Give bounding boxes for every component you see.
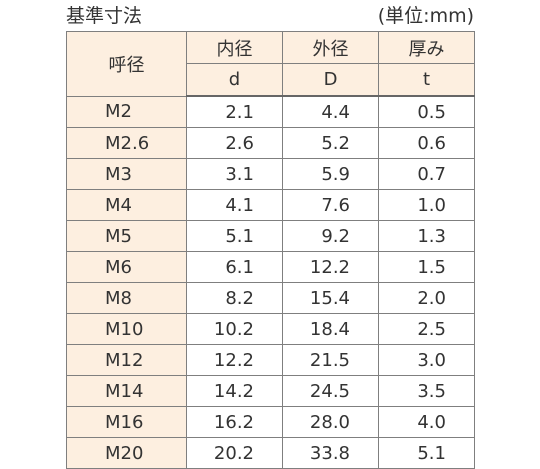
- nominal-size-cell: M10: [66, 313, 187, 345]
- nominal-size-cell: M4: [66, 189, 187, 221]
- nominal-header: 呼径: [66, 31, 187, 97]
- inner-diameter-symbol: d: [186, 63, 283, 97]
- outer-diameter-cell: 18.4: [282, 313, 379, 345]
- inner-diameter-cell: 5.1: [186, 220, 283, 252]
- outer-diameter-cell: 21.5: [282, 344, 379, 376]
- symbol-row: d D t: [67, 63, 475, 97]
- inner-diameter-cell: 2.6: [186, 127, 283, 159]
- thickness-cell: 4.0: [378, 406, 475, 438]
- outer-diameter-cell: 9.2: [282, 220, 379, 252]
- inner-diameter-cell: 2.1: [186, 95, 283, 128]
- table-row: M2.6 2.6 5.2 0.6: [66, 127, 475, 159]
- table-row: M20 20.2 33.8 5.1: [66, 437, 475, 469]
- thickness-cell: 5.1: [378, 437, 475, 469]
- inner-diameter-cell: 8.2: [186, 282, 283, 314]
- outer-diameter-header: 外径: [282, 31, 379, 64]
- thickness-cell: 0.5: [378, 95, 475, 128]
- thickness-header: 厚み: [378, 31, 475, 64]
- table-row: M14 14.2 24.5 3.5: [66, 375, 475, 407]
- unit-note: (単位:mm): [377, 4, 474, 27]
- inner-diameter-cell: 6.1: [186, 251, 283, 283]
- outer-diameter-symbol: D: [282, 63, 379, 97]
- table-row: M16 16.2 28.0 4.0: [66, 406, 475, 438]
- outer-diameter-cell: 7.6: [282, 189, 379, 221]
- inner-diameter-cell: 20.2: [186, 437, 283, 469]
- header-row: 呼径 内径 外径 厚み: [66, 31, 475, 97]
- thickness-cell: 1.3: [378, 220, 475, 252]
- outer-diameter-cell: 5.2: [282, 127, 379, 159]
- nominal-size-cell: M3: [66, 158, 187, 190]
- inner-diameter-cell: 16.2: [186, 406, 283, 438]
- inner-diameter-cell: 12.2: [186, 344, 283, 376]
- thickness-cell: 1.5: [378, 251, 475, 283]
- outer-diameter-cell: 28.0: [282, 406, 379, 438]
- nominal-size-cell: M14: [66, 375, 187, 407]
- outer-diameter-cell: 5.9: [282, 158, 379, 190]
- table-title: 基準寸法: [66, 4, 143, 27]
- inner-diameter-cell: 4.1: [186, 189, 283, 221]
- outer-diameter-cell: 33.8: [282, 437, 379, 469]
- outer-diameter-cell: 15.4: [282, 282, 379, 314]
- outer-diameter-cell: 12.2: [282, 251, 379, 283]
- thickness-cell: 2.5: [378, 313, 475, 345]
- nominal-size-cell: M8: [66, 282, 187, 314]
- nominal-size-cell: M2.6: [66, 127, 187, 159]
- nominal-size-cell: M2: [66, 95, 187, 128]
- outer-diameter-cell: 24.5: [282, 375, 379, 407]
- thickness-cell: 3.0: [378, 344, 475, 376]
- table-row: M6 6.1 12.2 1.5: [66, 251, 475, 283]
- inner-diameter-header: 内径: [186, 31, 283, 64]
- table-row: M8 8.2 15.4 2.0: [66, 282, 475, 314]
- table-row: M12 12.2 21.5 3.0: [66, 344, 475, 376]
- thickness-symbol: t: [378, 63, 475, 97]
- nominal-size-cell: M20: [66, 437, 187, 469]
- table-row: M4 4.1 7.6 1.0: [66, 189, 475, 221]
- nominal-size-cell: M12: [66, 344, 187, 376]
- table-row: M3 3.1 5.9 0.7: [66, 158, 475, 190]
- table-body: M2 2.1 4.4 0.5 M2.6 2.6 5.2 0.6 M3 3.1 5.9 0.7 M4 4.1…: [66, 95, 475, 469]
- table-row: M2 2.1 4.4 0.5: [66, 95, 475, 128]
- outer-diameter-cell: 4.4: [282, 95, 379, 128]
- thickness-cell: 0.7: [378, 158, 475, 190]
- thickness-cell: 0.6: [378, 127, 475, 159]
- table-caption: 基準寸法 (単位:mm): [66, 0, 474, 28]
- table-row: M10 10.2 18.4 2.5: [66, 313, 475, 345]
- thickness-cell: 1.0: [378, 189, 475, 221]
- inner-diameter-cell: 14.2: [186, 375, 283, 407]
- inner-diameter-cell: 3.1: [186, 158, 283, 190]
- nominal-size-cell: M5: [66, 220, 187, 252]
- nominal-size-cell: M16: [66, 406, 187, 438]
- thickness-cell: 2.0: [378, 282, 475, 314]
- dimension-table: 呼径 内径 外径 厚み d D t M2 2.1 4.4 0.5 M2.6 2.6 5.2 0…: [66, 31, 475, 469]
- inner-diameter-cell: 10.2: [186, 313, 283, 345]
- table-row: M5 5.1 9.2 1.3: [66, 220, 475, 252]
- nominal-size-cell: M6: [66, 251, 187, 283]
- thickness-cell: 3.5: [378, 375, 475, 407]
